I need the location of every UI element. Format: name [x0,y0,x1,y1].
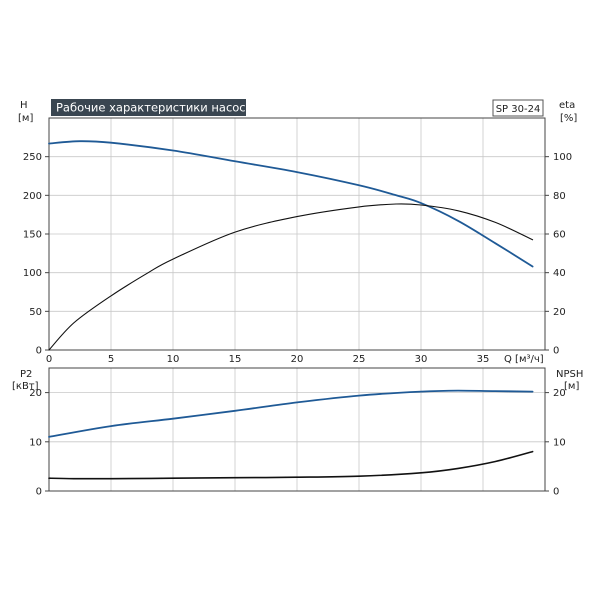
upper-right-tick-label: 20 [553,307,566,318]
x-tick-label: 25 [353,354,366,365]
lower-left-tick-label: 20 [29,388,42,399]
upper-right-tick-label: 40 [553,268,566,279]
x-axis-label: Q [м³/ч] [504,354,544,365]
x-tick-label: 0 [46,354,52,365]
lower-plot-frame [48,367,546,492]
model-badge: SP 30-24 [496,104,541,115]
upper-grid [49,118,545,350]
x-tick-label: 35 [477,354,490,365]
upper-right-axis-label: eta [559,100,575,111]
chart-title: Рабочие характеристики насоса [56,101,253,115]
upper-right-axis-unit: [%] [560,113,577,124]
upper-right-tick-label: 100 [553,152,572,163]
lower-left-axis-unit: [кВт] [12,381,39,392]
x-tick-label: 20 [291,354,304,365]
upper-left-tick-label: 200 [23,191,42,202]
lower-series-1-curve [48,450,534,480]
upper-series-1-curve [48,203,534,351]
upper-curves [48,140,534,351]
lower-right-tick-label: 10 [553,437,566,448]
x-tick-label: 10 [167,354,180,365]
lower-curves [48,389,534,480]
upper-right-tick-label: 60 [553,230,566,241]
upper-right-tick-label: 80 [553,191,566,202]
lower-tick-labels: 0 10 20 0 10 20 [29,388,565,497]
upper-left-axis-unit: [м] [18,113,33,124]
model-badge-box [492,99,544,117]
upper-left-axis-label: H [20,100,28,111]
x-tick-label: 15 [229,354,242,365]
x-tick-label: 30 [415,354,428,365]
chart-title-box [51,99,246,116]
upper-left-tick-label: 0 [36,346,42,357]
lower-left-tick-label: 10 [29,437,42,448]
upper-left-tick-label: 100 [23,268,42,279]
upper-left-tick-label: 150 [23,230,42,241]
lower-right-tick-label: 0 [553,487,559,498]
x-tick-label: 5 [108,354,114,365]
upper-left-tick-label: 250 [23,152,42,163]
lower-right-tick-label: 20 [553,388,566,399]
upper-left-tick-label: 50 [29,307,42,318]
upper-right-tick-label: 0 [553,346,559,357]
lower-left-axis-label: P2 [20,369,32,380]
lower-right-axis-unit: [м] [564,381,579,392]
lower-left-tick-label: 0 [36,487,42,498]
upper-tick-labels: 0 50 100 150 200 250 0 20 40 60 80 100 0 5 10 15 20 25 30 3… [23,152,572,365]
lower-series-0-curve [48,389,534,438]
upper-series-0-curve [48,140,534,268]
lower-right-axis-label: NPSH [556,369,583,380]
lower-grid [49,368,545,491]
